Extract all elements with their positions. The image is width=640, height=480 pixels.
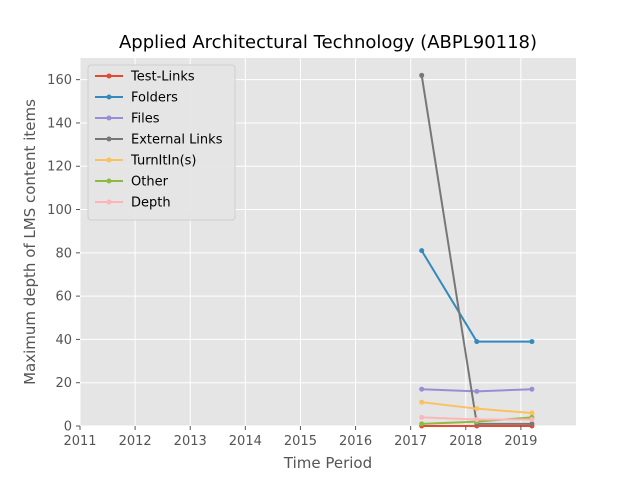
legend-label: Depth [131,196,171,211]
x-tick-label: 2019 [504,434,537,449]
legend-label: External Links [131,133,223,148]
legend-box [87,64,236,221]
data-point [529,417,535,423]
y-tick-label: 40 [55,333,72,348]
legend-label: Folders [131,91,178,106]
x-tick-label: 2012 [119,434,152,449]
y-tick-label: 60 [55,290,72,305]
data-point [419,399,425,405]
series-depth [419,414,535,423]
legend-swatch-marker [106,157,112,163]
x-tick-label: 2015 [284,434,317,449]
data-point [474,388,480,394]
legend-swatch-marker [106,199,112,205]
y-axis-label: Maximum depth of LMS content items [21,99,39,385]
legend-item: TurnItIn(s) [95,154,196,169]
legend-item: Files [95,112,160,127]
legend-swatch-marker [106,136,112,142]
data-point [419,386,425,392]
data-point [419,414,425,420]
y-tick-label: 120 [47,160,72,175]
y-axis-ticks: 0 20 40 60 80 100 120 140 160 [47,73,80,435]
data-point [419,72,425,78]
x-axis-label: Time Period [283,454,372,472]
data-point [474,417,480,423]
x-tick-label: 2018 [449,434,482,449]
legend-item: Depth [95,196,171,211]
legend: Test-Links Folders Files External Links Turn… [87,64,236,221]
y-tick-label: 80 [55,246,72,261]
x-tick-label: 2011 [63,434,96,449]
legend-swatch-marker [106,115,112,121]
legend-item: Other [95,175,169,190]
y-tick-label: 20 [55,376,72,391]
x-tick-label: 2017 [394,434,427,449]
legend-label: Files [131,112,160,127]
legend-label: Test-Links [130,70,195,85]
series-folders [419,248,535,345]
x-axis-ticks: 2011 2012 2013 2014 2015 2016 2017 2018 2019 [63,426,537,449]
y-tick-label: 0 [64,420,72,435]
data-point [419,248,425,254]
data-point [419,421,425,427]
legend-swatch-marker [106,94,112,100]
legend-label: Other [131,175,169,190]
legend-swatch-marker [106,73,112,79]
legend-swatch-marker [106,178,112,184]
x-tick-label: 2016 [339,434,372,449]
data-point [529,386,535,392]
series-layer [419,72,535,429]
data-point [474,406,480,412]
legend-item: Test-Links [95,70,195,85]
data-point [529,421,535,427]
legend-item: Folders [95,91,178,106]
x-tick-label: 2014 [229,434,262,449]
data-point [529,410,535,416]
chart-title: Applied Architectural Technology (ABPL90… [119,32,537,53]
data-point [529,339,535,345]
data-point [474,339,480,345]
y-tick-label: 140 [47,116,72,131]
legend-label: TurnItIn(s) [130,154,196,169]
y-tick-label: 100 [47,203,72,218]
series-turnitin-s [419,399,535,416]
x-tick-label: 2013 [174,434,207,449]
series-files [419,386,535,394]
y-tick-label: 160 [47,73,72,88]
legend-item: External Links [95,133,223,148]
